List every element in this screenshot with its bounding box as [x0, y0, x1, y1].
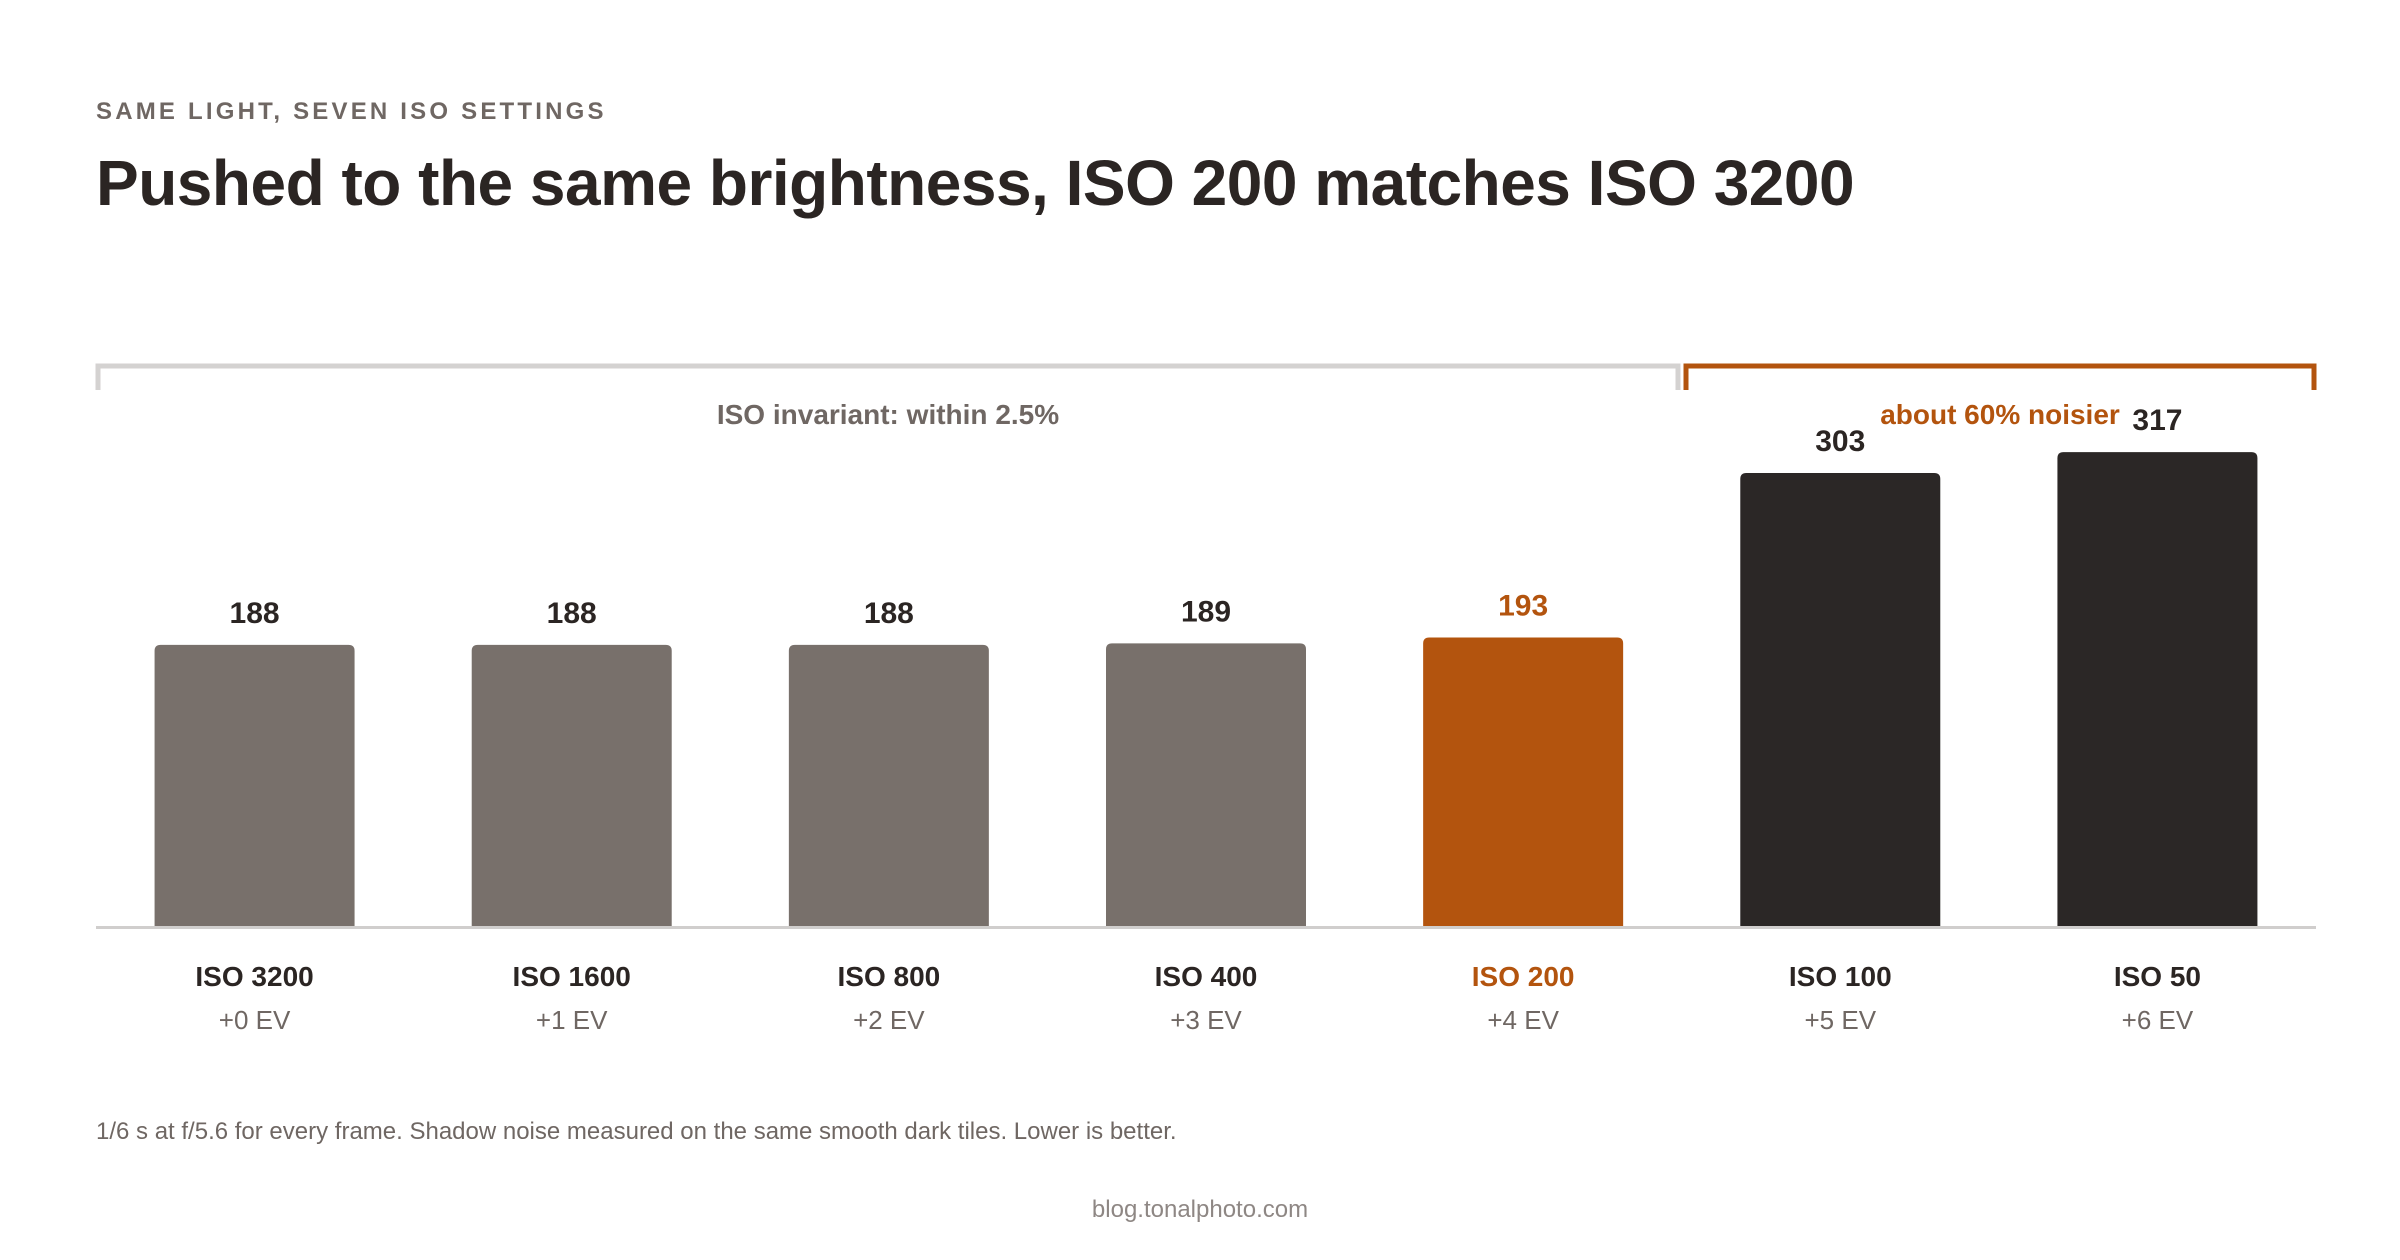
source-credit: blog.tonalphoto.com — [1091, 1196, 1309, 1223]
chart-kicker: SAME LIGHT, SEVEN ISO SETTINGS — [96, 98, 607, 125]
category-label: ISO 50 — [2114, 961, 2201, 992]
chart-title: Pushed to the same brightness, ISO 200 m… — [96, 147, 1855, 219]
category-sublabel: +3 EV — [1170, 1005, 1242, 1035]
category-sublabel: +4 EV — [1487, 1005, 1559, 1035]
bar-iso-200 — [1423, 637, 1624, 926]
category-label: ISO 400 — [1155, 961, 1258, 992]
chart-footnote: 1/6 s at f/5.6 for every frame. Shadow n… — [96, 1118, 1177, 1145]
value-label: 317 — [2132, 404, 2182, 437]
category-label: ISO 200 — [1472, 961, 1575, 992]
value-label: 193 — [1498, 589, 1548, 622]
bar-iso-400 — [1106, 643, 1306, 926]
annotation-label: ISO invariant: within 2.5% — [717, 399, 1059, 430]
category-label: ISO 1600 — [513, 961, 631, 992]
bar-iso-800 — [788, 644, 989, 926]
value-label: 188 — [230, 597, 280, 630]
value-label: 303 — [1815, 425, 1865, 458]
category-label: ISO 800 — [837, 961, 940, 992]
category-label: ISO 3200 — [195, 961, 313, 992]
value-label: 188 — [864, 597, 914, 630]
annotation-label: about 60% noisier — [1880, 399, 2120, 430]
category-sublabel: +2 EV — [853, 1005, 925, 1035]
annotation-bracket — [95, 363, 1681, 390]
category-sublabel: +1 EV — [536, 1005, 608, 1035]
bar-iso-1600 — [471, 644, 672, 926]
bar-iso-50 — [2057, 452, 2258, 926]
value-label: 189 — [1181, 595, 1231, 628]
category-sublabel: +0 EV — [219, 1005, 291, 1035]
category-sublabel: +6 EV — [2122, 1005, 2194, 1035]
category-sublabel: +5 EV — [1805, 1005, 1877, 1035]
value-label: 188 — [547, 597, 597, 630]
annotation-bracket — [1683, 363, 2317, 390]
bar-iso-100 — [1740, 473, 1941, 926]
bar-iso-3200 — [154, 644, 355, 926]
category-label: ISO 100 — [1789, 961, 1892, 992]
